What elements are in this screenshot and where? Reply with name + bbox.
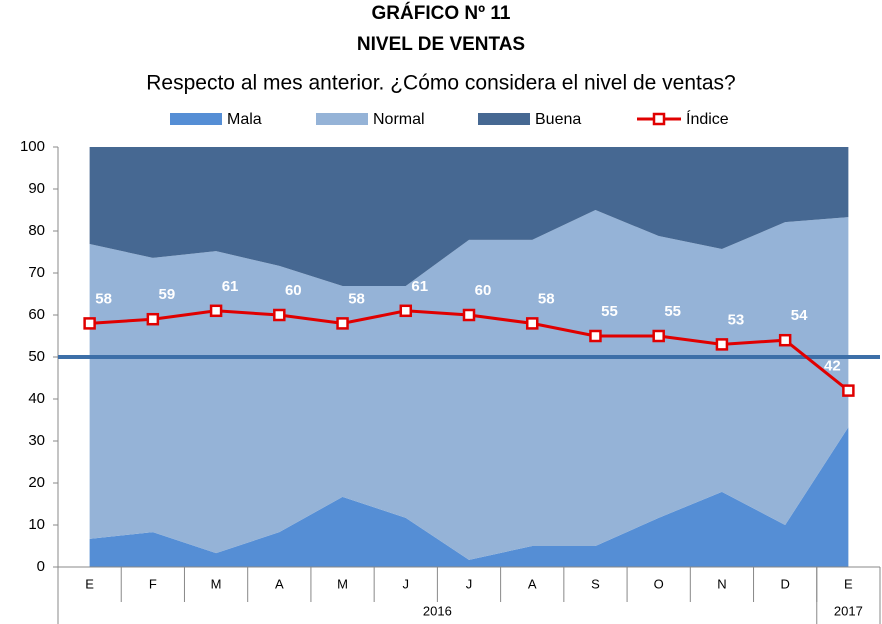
x-tick-label: E — [85, 576, 94, 591]
index-marker — [399, 304, 413, 318]
chart-subtitle: Respecto al mes anterior. ¿Cómo consider… — [146, 72, 735, 95]
x-tick-label: N — [717, 576, 726, 591]
area — [89, 210, 849, 560]
legend-label: Buena — [535, 111, 581, 128]
x-tick-label: D — [780, 576, 789, 591]
index-marker — [336, 317, 349, 330]
index-marker — [273, 308, 286, 322]
x-tick-label: S — [591, 576, 600, 591]
data-label: 53 — [728, 311, 745, 328]
legend-marker — [652, 112, 666, 126]
x-tick-label: E — [844, 576, 853, 591]
index-marker — [83, 317, 96, 330]
data-label: 59 — [159, 286, 176, 303]
y-tick-label: 0 — [37, 558, 45, 575]
data-label: 58 — [95, 290, 112, 307]
legend-label: Normal — [373, 111, 425, 128]
index-marker — [209, 304, 223, 318]
legend-label: Mala — [227, 111, 262, 128]
legend-swatch — [478, 113, 530, 125]
index-marker — [146, 312, 160, 326]
index-marker — [715, 338, 729, 351]
index-marker — [589, 329, 602, 343]
data-label: 55 — [601, 303, 618, 320]
index-marker — [652, 329, 665, 343]
index-marker — [462, 308, 476, 322]
area — [89, 427, 849, 567]
y-tick-label: 70 — [28, 264, 45, 281]
data-label: 54 — [791, 307, 808, 324]
chart-title: NIVEL DE VENTAS — [357, 34, 525, 55]
x-tick-label: J — [466, 576, 473, 591]
y-tick-label: 40 — [28, 390, 45, 407]
data-label: 61 — [222, 278, 239, 295]
y-tick-label: 90 — [28, 180, 45, 197]
index-marker — [525, 317, 539, 330]
data-label: 58 — [348, 290, 365, 307]
year-label: 2017 — [834, 603, 863, 618]
data-label: 58 — [538, 290, 555, 307]
data-label: 60 — [285, 282, 302, 299]
x-tick-label: M — [337, 576, 348, 591]
legend-label: Índice — [686, 109, 729, 128]
y-tick-label: 80 — [28, 222, 45, 239]
x-tick-label: F — [149, 576, 157, 591]
x-tick-label: M — [211, 576, 222, 591]
chart-title: GRÁFICO Nº 11 — [372, 2, 511, 24]
y-tick-label: 30 — [28, 432, 45, 449]
data-label: 61 — [411, 278, 428, 295]
x-tick-label: A — [275, 576, 284, 591]
x-tick-label: A — [528, 576, 537, 591]
legend-swatch — [316, 113, 368, 125]
x-tick-label: J — [403, 576, 410, 591]
data-label: 55 — [664, 303, 681, 320]
year-label: 2016 — [423, 603, 452, 618]
x-tick-label: O — [654, 576, 664, 591]
y-tick-label: 50 — [28, 348, 45, 365]
index-marker — [778, 333, 792, 347]
y-tick-label: 20 — [28, 474, 45, 491]
index-marker — [842, 384, 855, 397]
data-label: 60 — [475, 282, 492, 299]
legend-swatch — [170, 113, 222, 125]
y-tick-label: 100 — [20, 138, 45, 155]
y-tick-label: 60 — [28, 306, 45, 323]
area — [89, 147, 849, 287]
y-tick-label: 10 — [28, 516, 45, 533]
data-label: 42 — [824, 358, 841, 375]
